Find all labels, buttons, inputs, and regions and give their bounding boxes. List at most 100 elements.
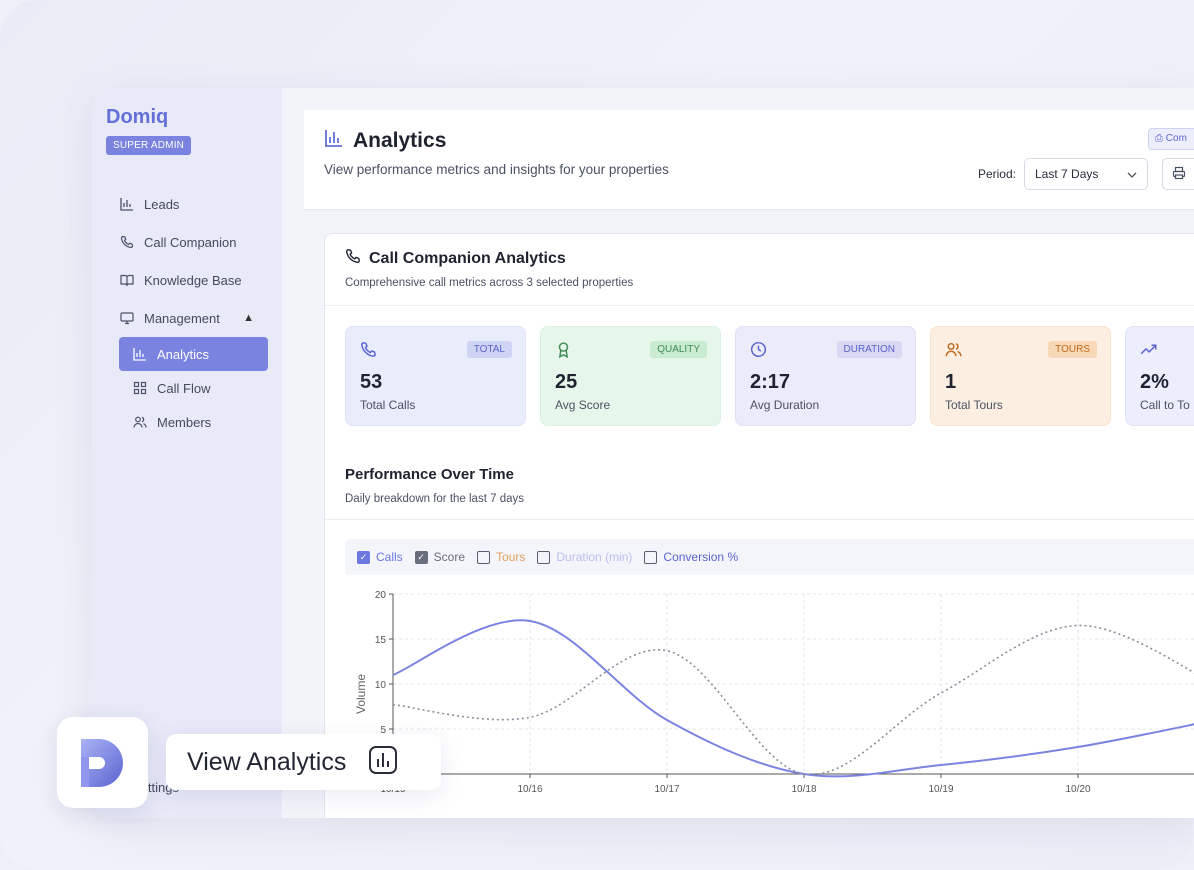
checkbox-icon[interactable] [537, 550, 551, 564]
page-subtitle: View performance metrics and insights fo… [324, 162, 669, 177]
toggle-tours[interactable]: Tours [477, 550, 525, 564]
printer-icon [1172, 166, 1186, 183]
trend-up-icon [1140, 341, 1158, 359]
period-label: Period: [977, 167, 1016, 181]
sidebar-item-management[interactable]: Management ▲ [106, 299, 268, 337]
x-tick-label: 10/20 [1065, 784, 1090, 795]
stat-label: Total Calls [360, 398, 416, 412]
toggle-label: Calls [376, 550, 403, 564]
users-icon [945, 341, 963, 359]
compare-icon: ⎙ [1155, 133, 1163, 144]
sidebar-item-label: Management [144, 310, 220, 326]
page-title: Analytics [324, 128, 446, 153]
sidebar-item-call-companion[interactable]: Call Companion [106, 223, 268, 261]
print-button[interactable] [1162, 158, 1194, 190]
stat-label: Call to To [1140, 398, 1190, 412]
page-title-text: Analytics [353, 128, 447, 152]
performance-title: Performance Over Time [345, 466, 514, 483]
main-content: Analytics View performance metrics and i… [282, 88, 1194, 818]
y-tick-label: 10 [375, 680, 387, 691]
stat-value: 2% [1140, 371, 1169, 393]
checkbox-icon[interactable] [477, 550, 491, 564]
line-chart-svg: 510152010/1510/1610/1710/1810/1910/20Vol… [354, 590, 1194, 795]
monitor-icon [119, 310, 135, 326]
bar-chart-icon [119, 196, 135, 212]
toggle-label: Duration (min) [556, 550, 633, 564]
series-line-score [393, 624, 1194, 776]
card-title-text: Call Companion Analytics [369, 249, 566, 267]
compare-button[interactable]: ⎙ Com [1148, 128, 1194, 150]
sidebar-item-label: Call Companion [144, 234, 237, 250]
sidebar-item-leads[interactable]: Leads [106, 185, 268, 223]
y-tick-label: 5 [380, 725, 386, 736]
y-axis-label: Volume [354, 674, 368, 714]
sidebar-item-label: Analytics [157, 346, 210, 362]
page-header: Analytics View performance metrics and i… [304, 110, 1194, 210]
management-submenu: Analytics Call Flow Members [119, 337, 268, 439]
sidebar: Domiq SUPER ADMIN Leads Call Companion K… [92, 88, 282, 818]
brand-logo: Domiq [106, 106, 169, 128]
period-filter: Period: Last 7 Days [978, 158, 1148, 190]
card-subtitle: Comprehensive call metrics across 3 sele… [345, 277, 634, 289]
toggle-duration[interactable]: Duration (min) [537, 550, 632, 564]
clock-icon [750, 341, 768, 359]
stat-tag: DURATION [836, 341, 902, 358]
award-icon [555, 341, 573, 359]
bar-chart-icon [132, 346, 148, 362]
stat-cards: TOTAL 53 Total Calls QUALITY 25 Avg Scor… [345, 326, 1194, 426]
sidebar-item-label: Call Flow [157, 380, 211, 396]
app-window: Domiq SUPER ADMIN Leads Call Companion K… [92, 88, 1194, 818]
period-value: Last 7 Days [1035, 167, 1099, 181]
stat-tag: QUALITY [650, 341, 707, 358]
stat-card-avg-score: QUALITY 25 Avg Score [540, 326, 721, 426]
checkbox-checked-icon[interactable]: ✓ [357, 550, 370, 564]
phone-icon [345, 248, 361, 269]
sidebar-item-knowledge-base[interactable]: Knowledge Base [106, 261, 268, 299]
toggle-conversion[interactable]: Conversion % [644, 550, 738, 564]
collapse-caret-icon[interactable]: ▲ [243, 312, 254, 324]
users-icon [132, 414, 148, 430]
stat-label: Avg Score [555, 398, 611, 412]
x-tick-label: 10/18 [791, 784, 816, 795]
x-tick-label: 10/19 [928, 784, 953, 795]
stat-card-total-calls: TOTAL 53 Total Calls [345, 326, 526, 426]
checkbox-icon[interactable] [644, 550, 658, 564]
toggle-label: Score [433, 550, 466, 564]
phone-icon [119, 234, 135, 250]
bar-chart-icon [324, 128, 344, 153]
toggle-score[interactable]: ✓ Score [414, 550, 466, 564]
book-icon [119, 272, 135, 288]
divider [325, 519, 1194, 520]
phone-icon [360, 341, 378, 359]
sidebar-item-label: Leads [144, 196, 180, 212]
stat-tag: TOTAL [466, 341, 512, 358]
card-title: Call Companion Analytics [345, 248, 1174, 269]
toggle-label: Tours [496, 550, 526, 564]
performance-chart: 510152010/1510/1610/1710/1810/1910/20Vol… [345, 584, 1194, 818]
stat-label: Avg Duration [750, 398, 820, 412]
y-tick-label: 20 [375, 590, 387, 601]
stat-value: 1 [945, 371, 957, 393]
stat-label: Total Tours [945, 398, 1003, 412]
stat-card-call-to-tour: 2% Call to To [1125, 326, 1194, 426]
sidebar-item-analytics[interactable]: Analytics [119, 337, 268, 371]
stat-card-avg-duration: DURATION 2:17 Avg Duration [735, 326, 916, 426]
series-line-calls [393, 619, 1194, 778]
performance-header: Performance Over Time Daily breakdown fo… [345, 466, 524, 505]
stat-value: 2:17 [750, 371, 791, 393]
compare-label: Com [1165, 133, 1187, 144]
x-tick-label: 10/16 [517, 784, 542, 795]
view-analytics-button[interactable]: View Analytics [166, 734, 441, 790]
sidebar-item-call-flow[interactable]: Call Flow [119, 371, 268, 405]
stat-value: 53 [360, 371, 383, 393]
bar-chart-icon [368, 745, 398, 780]
sidebar-item-label: Members [157, 414, 212, 430]
chart-series-toggles: ✓ Calls ✓ Score Tours Duration (min) [345, 539, 1194, 575]
toggle-calls[interactable]: ✓ Calls [357, 550, 403, 564]
checkbox-checked-icon[interactable]: ✓ [414, 550, 428, 564]
view-analytics-label: View Analytics [187, 747, 347, 776]
sidebar-item-members[interactable]: Members [119, 405, 268, 439]
sidebar-item-label: Knowledge Base [144, 272, 242, 288]
domiq-logo [57, 717, 148, 808]
period-select[interactable]: Last 7 Days [1024, 158, 1148, 190]
